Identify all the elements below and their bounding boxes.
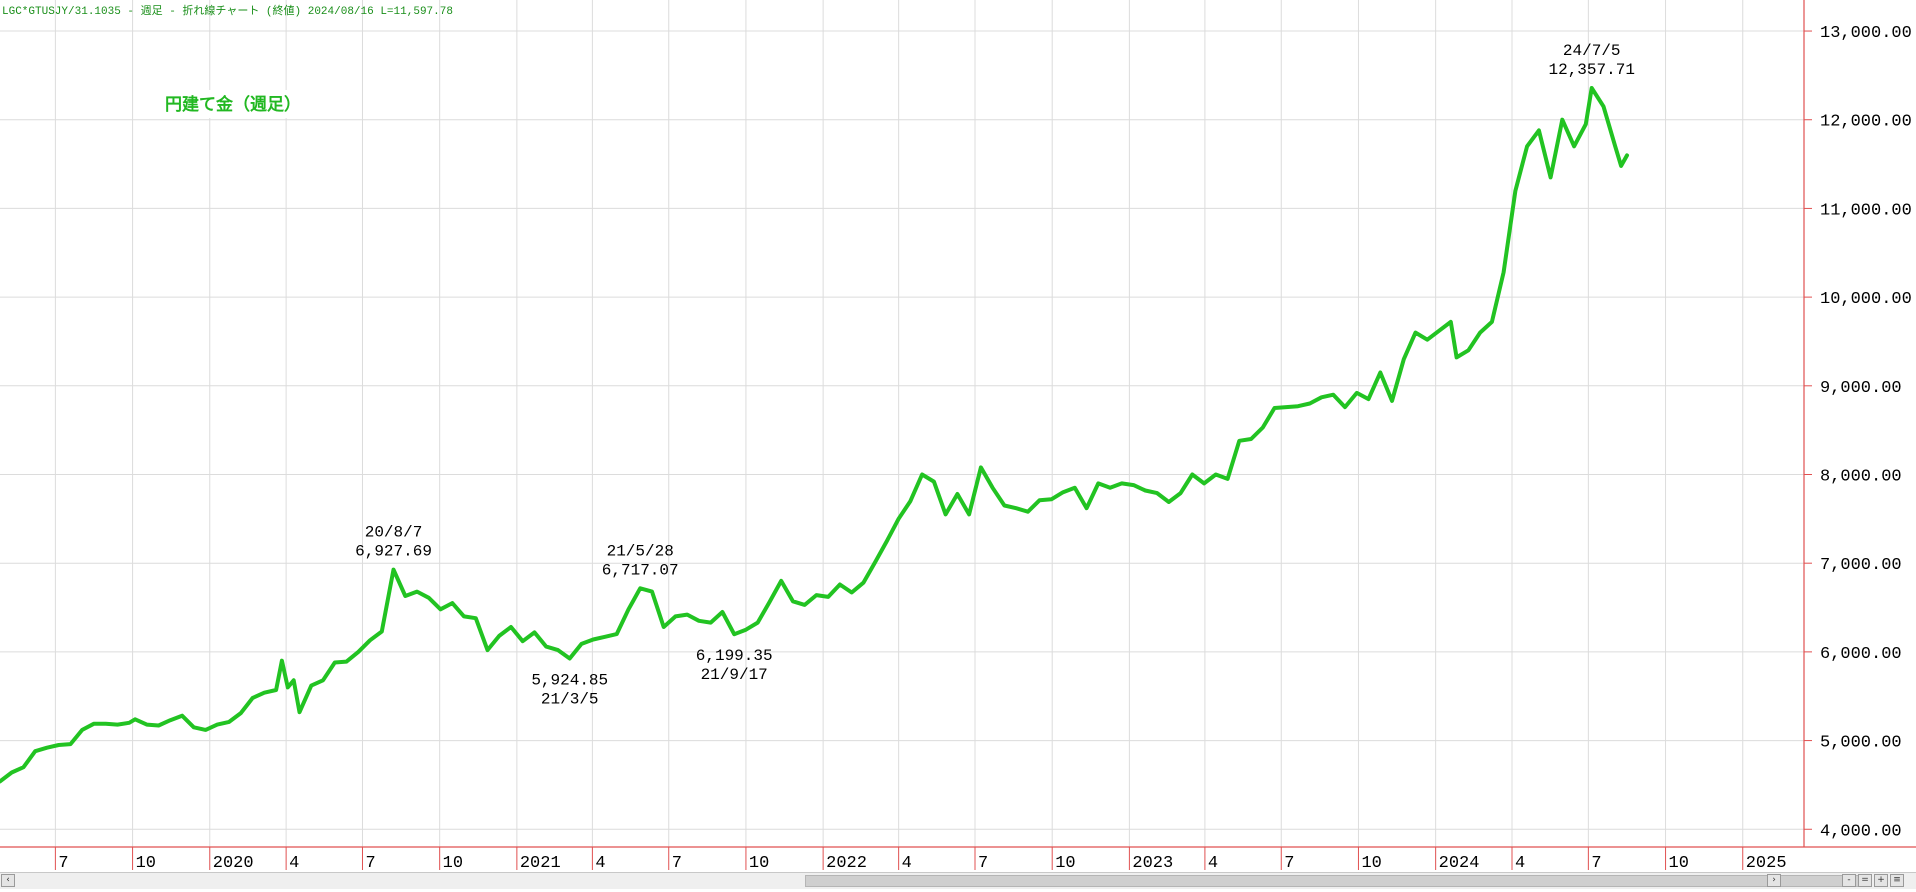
x-tick-label: 4: [902, 854, 912, 873]
data-label-text: 24/7/5: [1563, 42, 1621, 60]
scroll-left-button[interactable]: ‹: [1, 874, 15, 887]
x-tick-label: 4: [1208, 854, 1218, 873]
x-tick-label: 10: [443, 854, 463, 873]
zoom-out-icon[interactable]: -: [1842, 874, 1856, 887]
x-tick-label: 7: [58, 854, 68, 873]
y-tick-label: 11,000.00: [1820, 201, 1912, 220]
x-tick-label: 7: [1284, 854, 1294, 873]
y-tick-label: 13,000.00: [1820, 24, 1912, 43]
data-label: 20/8/76,927.69: [355, 524, 432, 561]
x-tick-label: 2020: [213, 854, 254, 873]
y-tick-label: 6,000.00: [1820, 645, 1902, 664]
chart-title: 円建て金（週足）: [165, 94, 301, 115]
data-label-text: 21/3/5: [541, 691, 599, 709]
data-label-text: 6,717.07: [602, 561, 679, 579]
x-tick-label: 4: [289, 854, 299, 873]
y-tick-label: 7,000.00: [1820, 556, 1902, 575]
data-label: 24/7/512,357.71: [1549, 42, 1635, 79]
y-tick-label: 4,000.00: [1820, 822, 1902, 841]
x-tick-label: 7: [1591, 854, 1601, 873]
zoom-reset-icon[interactable]: =: [1858, 874, 1872, 887]
x-tick-label: 2021: [520, 854, 561, 873]
x-tick-label: 10: [749, 854, 769, 873]
y-tick-label: 10,000.00: [1820, 290, 1912, 309]
chart-header-title: LGC*GTUSJY/31.1035 - 週足 - 折れ線チャート (終値) 2…: [2, 3, 453, 18]
x-tick-label: 10: [1361, 854, 1381, 873]
y-tick-label: 8,000.00: [1820, 467, 1902, 486]
data-label-text: 21/5/28: [607, 542, 674, 560]
scroll-right-button[interactable]: ›: [1767, 874, 1781, 887]
series-line: [0, 86, 1629, 784]
y-tick-label: 9,000.00: [1820, 379, 1902, 398]
chart-title-background: [155, 90, 330, 118]
y-tick-label: 12,000.00: [1820, 113, 1912, 132]
grid-lines: [0, 0, 1804, 847]
data-label-text: 6,199.35: [696, 647, 773, 665]
x-tick-label: 2022: [826, 854, 867, 873]
horizontal-scrollbar[interactable]: ‹ › - = + ≡: [0, 872, 1916, 889]
zoom-in-icon[interactable]: +: [1874, 874, 1888, 887]
x-tick-label: 2023: [1132, 854, 1173, 873]
x-tick-label: 10: [1669, 854, 1689, 873]
x-tick-label: 2024: [1439, 854, 1480, 873]
x-tick-label: 7: [672, 854, 682, 873]
x-tick-label: 4: [595, 854, 605, 873]
x-tick-label: 10: [136, 854, 156, 873]
x-tick-label: 4: [1515, 854, 1525, 873]
expand-icon[interactable]: ≡: [1890, 874, 1904, 887]
data-label-text: 6,927.69: [355, 543, 432, 561]
x-tick-label: 7: [978, 854, 988, 873]
x-tick-label: 7: [365, 854, 375, 873]
x-tick-label: 10: [1055, 854, 1075, 873]
y-tick-label: 5,000.00: [1820, 734, 1902, 753]
data-label-text: 5,924.85: [531, 672, 608, 690]
data-label-text: 21/9/17: [701, 666, 768, 684]
data-label: 21/5/286,717.07: [602, 542, 679, 579]
scroll-thumb[interactable]: [805, 875, 1865, 887]
data-label-text: 20/8/7: [365, 524, 423, 542]
x-tick-label: 2025: [1746, 854, 1787, 873]
data-label-text: 12,357.71: [1549, 61, 1635, 79]
